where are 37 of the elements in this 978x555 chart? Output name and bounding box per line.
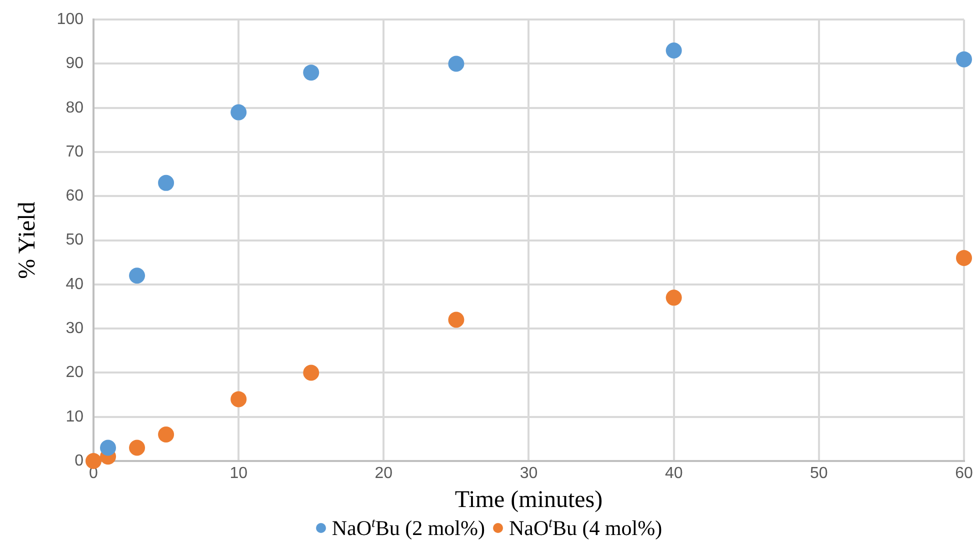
x-tick-label: 60 xyxy=(955,465,973,482)
x-axis-title: Time (minutes) xyxy=(454,486,603,513)
point xyxy=(158,426,174,443)
y-tick-label: 20 xyxy=(66,364,84,382)
point xyxy=(956,51,972,68)
y-tick-label: 60 xyxy=(66,188,84,205)
point xyxy=(230,104,247,120)
point xyxy=(956,250,972,266)
y-tick-label: 0 xyxy=(74,452,84,470)
y-tick-label: 80 xyxy=(66,99,84,116)
y-axis-title: % Yield xyxy=(14,202,41,279)
legend-label: NaO$^{t}$Bu (2 mol%) xyxy=(332,515,485,541)
point xyxy=(448,56,464,72)
y-tick-label: 30 xyxy=(66,320,84,337)
point xyxy=(666,290,682,306)
y-tick-label: 100 xyxy=(56,11,84,28)
y-tick-label: 40 xyxy=(66,276,84,293)
x-tick-label: 30 xyxy=(520,465,538,482)
y-tick-label: 10 xyxy=(66,408,84,426)
y-tick-label: 90 xyxy=(66,55,84,72)
point xyxy=(666,42,682,58)
point xyxy=(85,453,102,469)
point xyxy=(230,391,247,408)
point xyxy=(303,364,320,381)
point xyxy=(129,268,146,284)
y-tick-label: 70 xyxy=(66,143,84,160)
point xyxy=(303,64,320,81)
point xyxy=(100,440,116,456)
x-tick-label: 40 xyxy=(664,465,683,482)
point xyxy=(158,174,174,191)
point xyxy=(448,312,464,328)
point xyxy=(129,440,146,456)
x-tick-label: 20 xyxy=(374,465,393,482)
y-tick-label: 50 xyxy=(66,232,84,249)
legend-label: NaO$^{t}$Bu (4 mol%) xyxy=(509,515,662,541)
x-tick-label: 50 xyxy=(810,465,828,482)
x-tick-label: 10 xyxy=(230,465,248,482)
